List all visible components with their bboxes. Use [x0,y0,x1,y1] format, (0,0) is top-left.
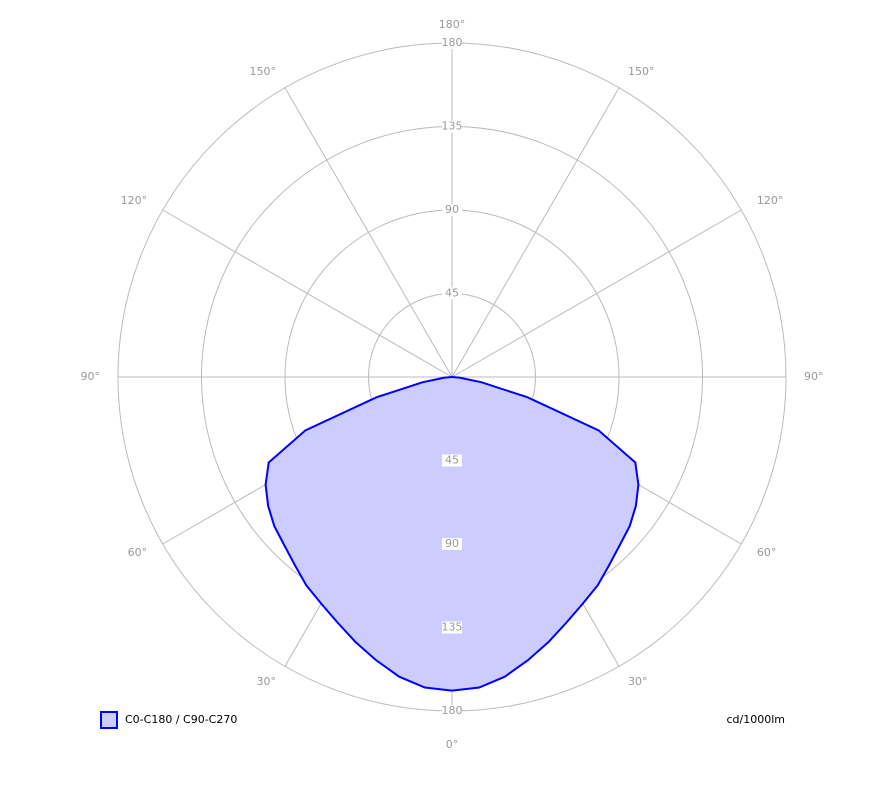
r-tick-label: 45 [445,287,459,300]
angle-label: 150° [628,65,655,78]
tick-label-bg [442,705,462,717]
spoke [451,209,742,378]
series-line [451,376,640,692]
tick-label-bg [442,120,462,133]
angle-label: 120° [757,194,784,207]
angle-label: 0° [446,738,459,751]
tick-label-bg [442,37,462,49]
series-area [265,377,452,691]
r-tick-label: 135 [442,621,463,634]
tick-label-bg [442,454,462,467]
r-tick-label: 90 [445,203,459,216]
r-tick-label: 180 [442,36,463,49]
r-tick-label: 180 [442,704,463,717]
r-tick-label: 135 [442,120,463,133]
spoke [451,87,620,378]
series-area [452,377,639,691]
tick-label-bg [442,287,462,300]
angle-label: 30° [257,675,277,688]
tick-label-bg [442,538,462,550]
angle-label: 60° [757,546,777,559]
angle-label: 150° [250,65,277,78]
tick-label-bg [442,204,462,216]
plot [264,376,640,692]
r-tick-label: 90 [445,537,459,550]
angle-label: 90° [804,370,824,383]
angle-label: 120° [121,194,148,207]
angle-label: 180° [439,18,466,31]
r-tick-label: 45 [445,454,459,467]
angle-label: 30° [628,675,648,688]
spoke [284,87,453,378]
tick-label-bg [442,621,462,634]
legend-label: C0-C180 / C90-C270 [125,713,237,726]
angle-label: 90° [81,370,101,383]
spoke [162,209,453,378]
series-line [264,376,453,692]
unit-label: cd/1000lm [726,713,785,726]
legend-swatch [100,711,118,729]
labels: 45 45 90 90 135 135 180 180 0° 30° 30° 60° 60° 90° 90°… [81,18,824,751]
angle-label: 60° [128,546,148,559]
